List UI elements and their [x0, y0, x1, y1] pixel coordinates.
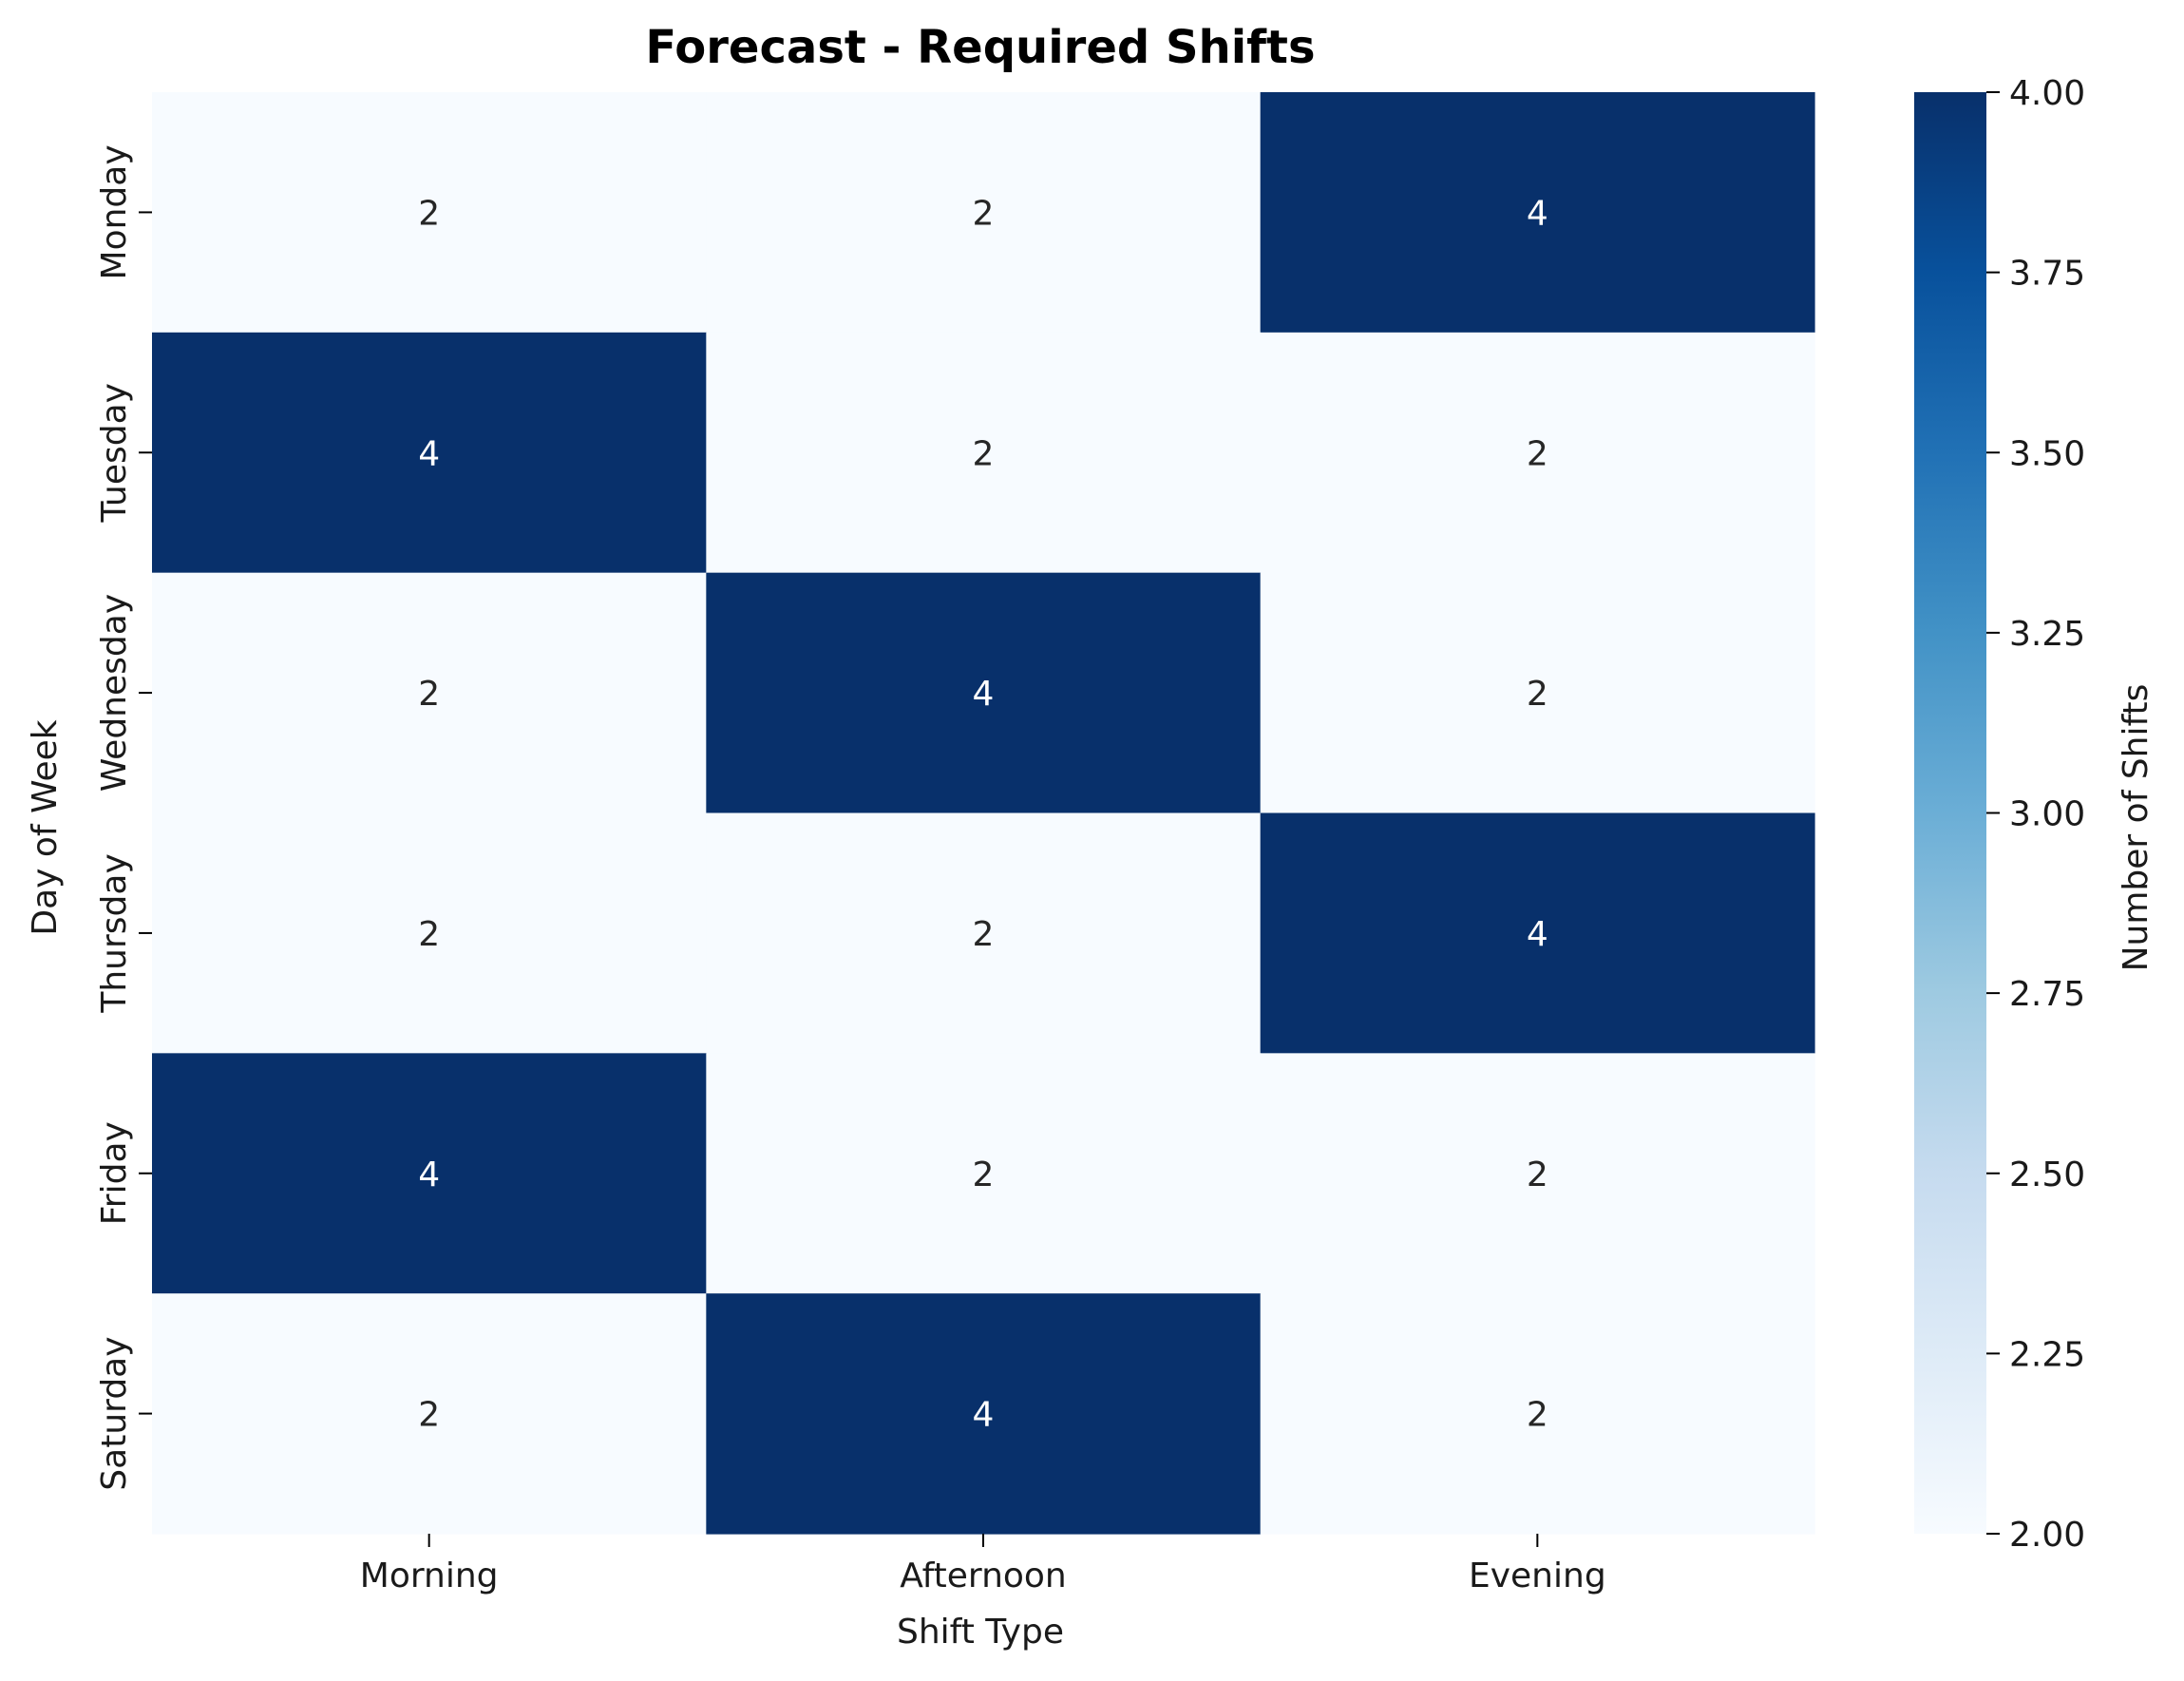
colorbar-tick-label: 3.00 — [2009, 795, 2085, 834]
y-tick-label: Saturday — [95, 1336, 134, 1490]
colorbar-tick-label: 2.00 — [2009, 1516, 2085, 1555]
y-tick-label: Monday — [95, 144, 134, 279]
cell-value-label: 2 — [973, 434, 995, 473]
cell-value-label: 2 — [418, 675, 440, 714]
y-tick-label: Friday — [95, 1121, 134, 1225]
cell-value-label: 4 — [418, 434, 440, 473]
cell-value-label: 2 — [418, 1396, 440, 1435]
cell-value-label: 2 — [418, 915, 440, 954]
heatmap-cell — [1260, 572, 1815, 814]
heatmap-cell — [1260, 332, 1815, 574]
cell-value-label: 4 — [973, 1396, 995, 1435]
cell-value-label: 2 — [1527, 1396, 1548, 1435]
cell-value-label: 4 — [1527, 915, 1548, 954]
chart-title: Forecast - Required Shifts — [645, 21, 1315, 74]
cell-value-label: 2 — [418, 194, 440, 233]
cell-value-label: 2 — [973, 1156, 995, 1194]
heatmap-cell — [1260, 1053, 1815, 1294]
cell-annotations: 2 2 4 4 2 2 2 4 2 2 2 4 4 2 2 2 4 2 — [418, 194, 1548, 1434]
x-axis-label: Shift Type — [897, 1613, 1064, 1652]
heatmap-cell — [706, 92, 1262, 334]
colorbar-tick-label: 3.50 — [2009, 434, 2085, 473]
y-axis: Monday Tuesday Wednesday Thursday Friday Satu… — [95, 144, 152, 1491]
colorbar-tick-label: 2.25 — [2009, 1335, 2085, 1374]
heatmap-cell — [706, 572, 1262, 814]
heatmap-cell — [152, 812, 707, 1054]
colorbar-tick-label: 2.75 — [2009, 975, 2085, 1014]
cell-value-label: 2 — [973, 194, 995, 233]
x-tick-label: Afternoon — [900, 1557, 1067, 1595]
x-axis: Morning Afternoon Evening — [360, 1534, 1606, 1595]
colorbar-tick-label: 3.75 — [2009, 255, 2085, 294]
colorbar-tick-label: 2.50 — [2009, 1156, 2085, 1194]
cell-value-label: 4 — [973, 675, 995, 714]
heatmap-cell — [152, 1053, 707, 1294]
heatmap-cells — [152, 92, 1815, 1535]
heatmap-cell — [152, 92, 707, 334]
cell-value-label: 2 — [1527, 675, 1548, 714]
heatmap-cell — [706, 812, 1262, 1054]
y-tick-label: Wednesday — [95, 594, 134, 792]
heatmap-cell — [1260, 1293, 1815, 1535]
x-tick-label: Evening — [1469, 1557, 1606, 1595]
cell-value-label: 2 — [1527, 434, 1548, 473]
colorbar-tick-label: 3.25 — [2009, 615, 2085, 654]
heatmap-cell — [152, 332, 707, 574]
x-tick-label: Morning — [360, 1557, 499, 1595]
heatmap-cell — [1260, 92, 1815, 334]
cell-value-label: 4 — [1527, 194, 1548, 233]
heatmap-cell — [706, 1053, 1262, 1294]
heatmap-cell — [1260, 812, 1815, 1054]
y-axis-label: Day of Week — [26, 719, 65, 935]
heatmap-cell — [152, 1293, 707, 1535]
cell-value-label: 4 — [418, 1156, 440, 1194]
colorbar-gradient — [1914, 92, 1986, 1534]
y-tick-label: Thursday — [95, 853, 134, 1013]
cell-value-label: 2 — [1527, 1156, 1548, 1194]
colorbar-label: Number of Shifts — [2117, 684, 2156, 972]
colorbar-tick-label: 4.00 — [2009, 74, 2085, 113]
heatmap-cell — [706, 332, 1262, 574]
heatmap-cell — [706, 1293, 1262, 1535]
y-tick-label: Tuesday — [95, 383, 134, 523]
colorbar: 2.00 2.25 2.50 2.75 3.00 3.25 3.50 3.75 4.00 — [1914, 74, 2085, 1555]
heatmap-cell — [152, 572, 707, 814]
cell-value-label: 2 — [973, 915, 995, 954]
